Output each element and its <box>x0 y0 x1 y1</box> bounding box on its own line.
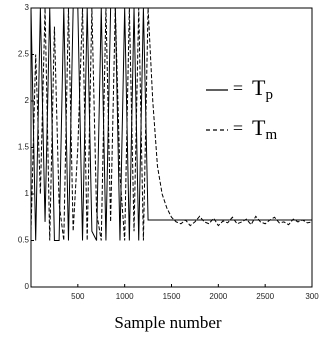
line-series <box>31 8 312 241</box>
x-axis-label: Sample number <box>114 313 222 332</box>
y-tick-label: 3 <box>25 3 30 12</box>
legend-label: Tp <box>252 75 273 103</box>
legend-label-sub: m <box>265 127 277 143</box>
y-tick-label: 1 <box>25 189 30 198</box>
x-tick-label: 2000 <box>209 292 227 301</box>
line-series <box>31 8 312 241</box>
legend-separator: = <box>233 118 243 138</box>
y-tick-label: 2 <box>25 96 30 105</box>
x-tick-label: 500 <box>71 292 85 301</box>
x-tick-label: 2500 <box>256 292 274 301</box>
y-tick-label: 1.5 <box>18 143 30 152</box>
legend-label-sub: p <box>265 87 273 103</box>
y-tick-label: 2.5 <box>18 50 30 59</box>
legend-label-main: T <box>252 115 266 140</box>
plot-frame <box>30 7 313 288</box>
legend-label-main: T <box>252 75 266 100</box>
y-tick-label: 0.5 <box>18 236 30 245</box>
y-tick-label: 0 <box>25 282 30 291</box>
x-tick-label: 1500 <box>163 292 181 301</box>
legend-separator: = <box>233 78 243 98</box>
x-tick-label: 300 <box>305 292 319 301</box>
legend-label: Tm <box>252 115 277 143</box>
x-tick-label: 1000 <box>116 292 134 301</box>
